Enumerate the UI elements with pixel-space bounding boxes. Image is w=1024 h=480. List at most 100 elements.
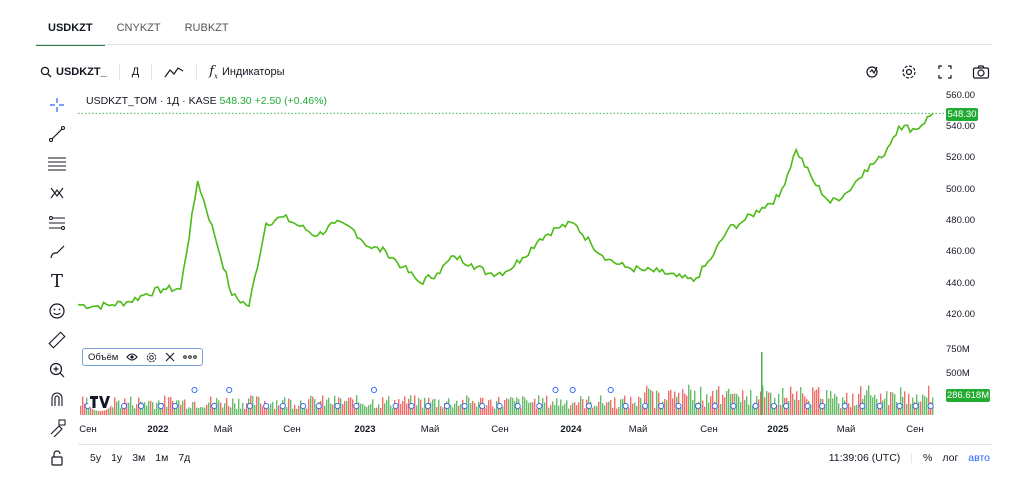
event-marker[interactable] bbox=[138, 402, 145, 410]
eye-icon[interactable] bbox=[126, 352, 138, 362]
more-icon[interactable] bbox=[183, 354, 198, 360]
unlock-icon[interactable] bbox=[44, 445, 70, 471]
event-marker[interactable] bbox=[876, 402, 883, 410]
range-3m[interactable]: 3м bbox=[132, 452, 146, 464]
tab-cnykzt[interactable]: CNYKZT bbox=[116, 22, 161, 34]
event-marker[interactable] bbox=[514, 402, 521, 410]
event-marker[interactable] bbox=[711, 402, 718, 410]
event-marker[interactable] bbox=[263, 402, 270, 410]
volume-bar bbox=[850, 407, 852, 415]
range-1m[interactable]: 1м bbox=[155, 452, 169, 464]
volume-bar bbox=[746, 396, 748, 415]
channel-icon[interactable] bbox=[44, 210, 70, 236]
range-1y[interactable]: 1y bbox=[111, 452, 123, 464]
event-marker[interactable] bbox=[927, 402, 934, 410]
emoji-icon[interactable] bbox=[44, 298, 70, 324]
event-marker[interactable] bbox=[392, 402, 399, 410]
tab-usdkzt[interactable]: USDKZT bbox=[36, 14, 105, 46]
event-marker[interactable] bbox=[642, 402, 649, 410]
event-marker[interactable] bbox=[569, 386, 576, 394]
zoom-in-icon[interactable] bbox=[44, 357, 70, 383]
event-marker[interactable] bbox=[496, 402, 503, 410]
range-7d[interactable]: 7д bbox=[178, 452, 191, 464]
brush-icon[interactable] bbox=[44, 239, 70, 265]
crosshair-icon[interactable] bbox=[44, 92, 70, 118]
range-5y[interactable]: 5y bbox=[90, 452, 102, 464]
volume-bar bbox=[660, 405, 662, 415]
replay-icon[interactable] bbox=[864, 63, 882, 81]
volume-bar bbox=[626, 402, 628, 415]
event-marker[interactable] bbox=[191, 386, 198, 394]
event-marker[interactable] bbox=[279, 402, 286, 410]
chart-type-button[interactable] bbox=[164, 65, 184, 79]
event-marker[interactable] bbox=[334, 402, 341, 410]
event-marker[interactable] bbox=[461, 402, 468, 410]
lock-draw-icon[interactable] bbox=[44, 415, 70, 441]
event-marker[interactable] bbox=[912, 402, 919, 410]
volume-bar bbox=[656, 390, 658, 415]
event-marker[interactable] bbox=[408, 402, 415, 410]
event-marker[interactable] bbox=[730, 402, 737, 410]
settings-icon[interactable] bbox=[146, 352, 157, 363]
event-marker[interactable] bbox=[315, 402, 322, 410]
event-marker[interactable] bbox=[226, 386, 233, 394]
text-icon[interactable]: T bbox=[50, 270, 63, 292]
volume-bar bbox=[326, 399, 328, 415]
event-marker[interactable] bbox=[171, 402, 179, 410]
volume-bar bbox=[430, 402, 432, 415]
event-marker[interactable] bbox=[424, 402, 431, 410]
event-marker[interactable] bbox=[370, 386, 378, 394]
clock[interactable]: 11:39:06 (UTC) bbox=[828, 452, 901, 464]
event-marker[interactable] bbox=[819, 402, 826, 410]
event-marker[interactable] bbox=[536, 402, 543, 410]
price-chart[interactable] bbox=[78, 90, 944, 436]
event-marker[interactable] bbox=[770, 402, 777, 410]
magnet-icon[interactable] bbox=[44, 386, 70, 412]
event-marker[interactable] bbox=[353, 402, 360, 410]
symbol-search[interactable]: USDKZT_ bbox=[40, 66, 107, 78]
event-marker[interactable] bbox=[157, 402, 164, 410]
volume-legend[interactable]: Объём bbox=[82, 348, 204, 366]
event-marker[interactable] bbox=[804, 402, 811, 410]
volume-bar bbox=[766, 391, 768, 415]
volume-bar bbox=[600, 395, 602, 415]
event-marker[interactable] bbox=[607, 386, 614, 394]
trend-line-icon[interactable] bbox=[44, 121, 70, 147]
camera-icon[interactable] bbox=[972, 63, 990, 81]
event-marker[interactable] bbox=[300, 402, 307, 410]
event-marker[interactable] bbox=[443, 402, 451, 410]
volume-bar bbox=[580, 396, 582, 415]
event-marker[interactable] bbox=[585, 402, 592, 410]
price-axis[interactable]: 560.00 540.00 520.00 500.00 480.00 460.0… bbox=[944, 90, 994, 436]
indicators-button[interactable]: fx Индикаторы bbox=[209, 64, 284, 81]
event-marker[interactable] bbox=[695, 402, 702, 410]
volume-bar bbox=[638, 396, 640, 415]
event-marker[interactable] bbox=[246, 402, 253, 410]
volume-bar bbox=[354, 408, 356, 415]
fullscreen-icon[interactable] bbox=[936, 63, 954, 81]
event-marker[interactable] bbox=[622, 402, 629, 410]
event-marker[interactable] bbox=[120, 402, 128, 410]
event-marker[interactable] bbox=[783, 402, 790, 410]
event-marker[interactable] bbox=[859, 402, 866, 410]
volume-bar bbox=[148, 401, 150, 415]
ruler-icon[interactable] bbox=[44, 327, 70, 353]
percent-toggle[interactable]: % bbox=[923, 452, 933, 464]
pattern-icon[interactable] bbox=[44, 180, 70, 206]
event-marker[interactable] bbox=[752, 402, 759, 410]
close-icon[interactable] bbox=[165, 352, 175, 362]
log-toggle[interactable]: лог bbox=[942, 452, 959, 464]
event-marker[interactable] bbox=[658, 402, 665, 410]
fib-lines-icon[interactable] bbox=[44, 151, 70, 177]
event-marker[interactable] bbox=[896, 402, 903, 410]
tab-rubkzt[interactable]: RUBKZT bbox=[184, 22, 229, 34]
event-marker[interactable] bbox=[552, 386, 559, 394]
event-marker[interactable] bbox=[841, 402, 848, 410]
time-axis[interactable]: Сен 2022 Май Сен 2023 Май Сен 2024 Май С… bbox=[78, 424, 944, 438]
event-marker[interactable] bbox=[211, 402, 218, 410]
event-marker[interactable] bbox=[675, 402, 682, 410]
auto-toggle[interactable]: авто bbox=[968, 452, 990, 464]
event-marker[interactable] bbox=[479, 402, 486, 410]
interval-button[interactable]: Д bbox=[132, 66, 139, 78]
settings-icon[interactable] bbox=[900, 63, 918, 81]
